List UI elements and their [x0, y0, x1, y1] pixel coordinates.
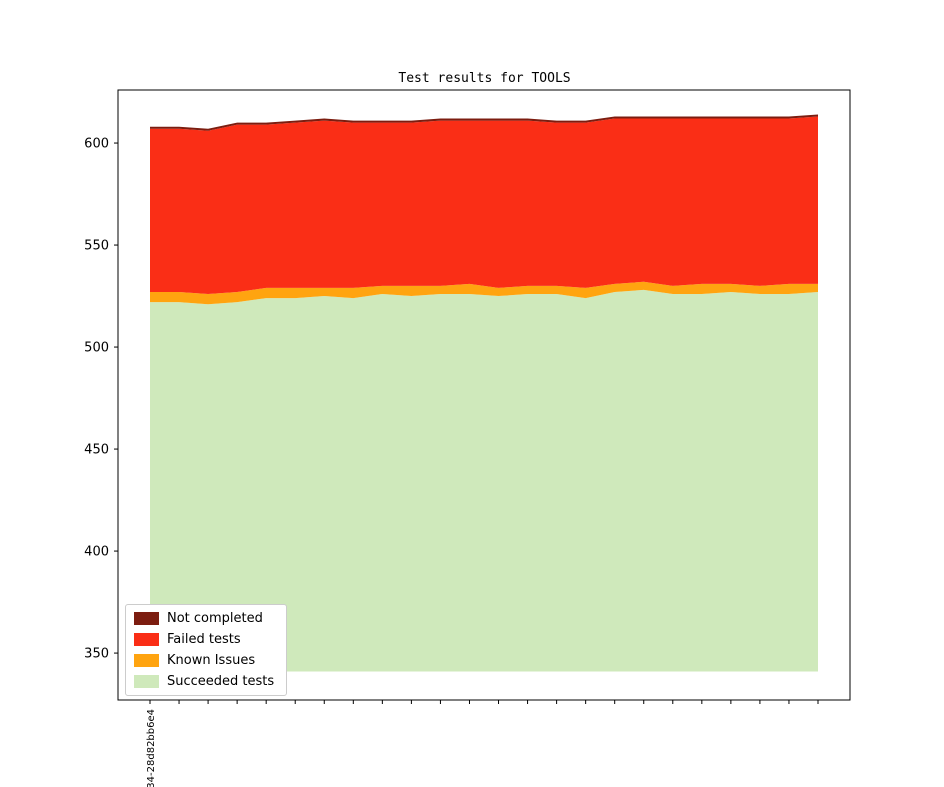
legend-label-succeeded-tests: Succeeded tests: [167, 674, 275, 689]
legend-item-not-completed: Not completed: [134, 612, 274, 625]
area-known-issues: [150, 281, 818, 305]
known-issues-swatch-icon: [134, 654, 159, 667]
y-tick-label: 450: [84, 443, 109, 458]
succeeded-tests-swatch-icon: [134, 675, 159, 688]
y-tick-label: 350: [84, 647, 109, 662]
legend-label-failed-tests: Failed tests: [167, 632, 241, 647]
x-tick-label: 34-28d82bb6e4: [146, 709, 157, 787]
area-not-completed: [150, 114, 818, 131]
x-axis-ticks: [149, 700, 819, 704]
axes-frame: [117, 89, 851, 701]
area-succeeded-tests: [150, 289, 818, 672]
y-tick-label: 550: [84, 239, 109, 254]
chart-title: Test results for TOOLS: [398, 71, 571, 86]
area-failed-tests: [150, 116, 818, 295]
y-tick-label: 400: [84, 545, 109, 560]
legend-box: Not completed Failed tests Known Issues …: [125, 604, 288, 696]
legend-item-known-issues: Known Issues: [134, 654, 274, 667]
failed-tests-swatch-icon: [134, 633, 159, 646]
legend-label-known-issues: Known Issues: [167, 653, 256, 668]
legend-item-succeeded-tests: Succeeded tests: [134, 675, 274, 688]
y-axis-ticks: 350 400 450 500 550 600: [84, 137, 118, 662]
y-tick-label: 600: [84, 137, 109, 152]
legend-item-failed-tests: Failed tests: [134, 633, 274, 646]
y-tick-label: 500: [84, 341, 109, 356]
legend-label-not-completed: Not completed: [167, 611, 263, 626]
not-completed-swatch-icon: [134, 612, 159, 625]
